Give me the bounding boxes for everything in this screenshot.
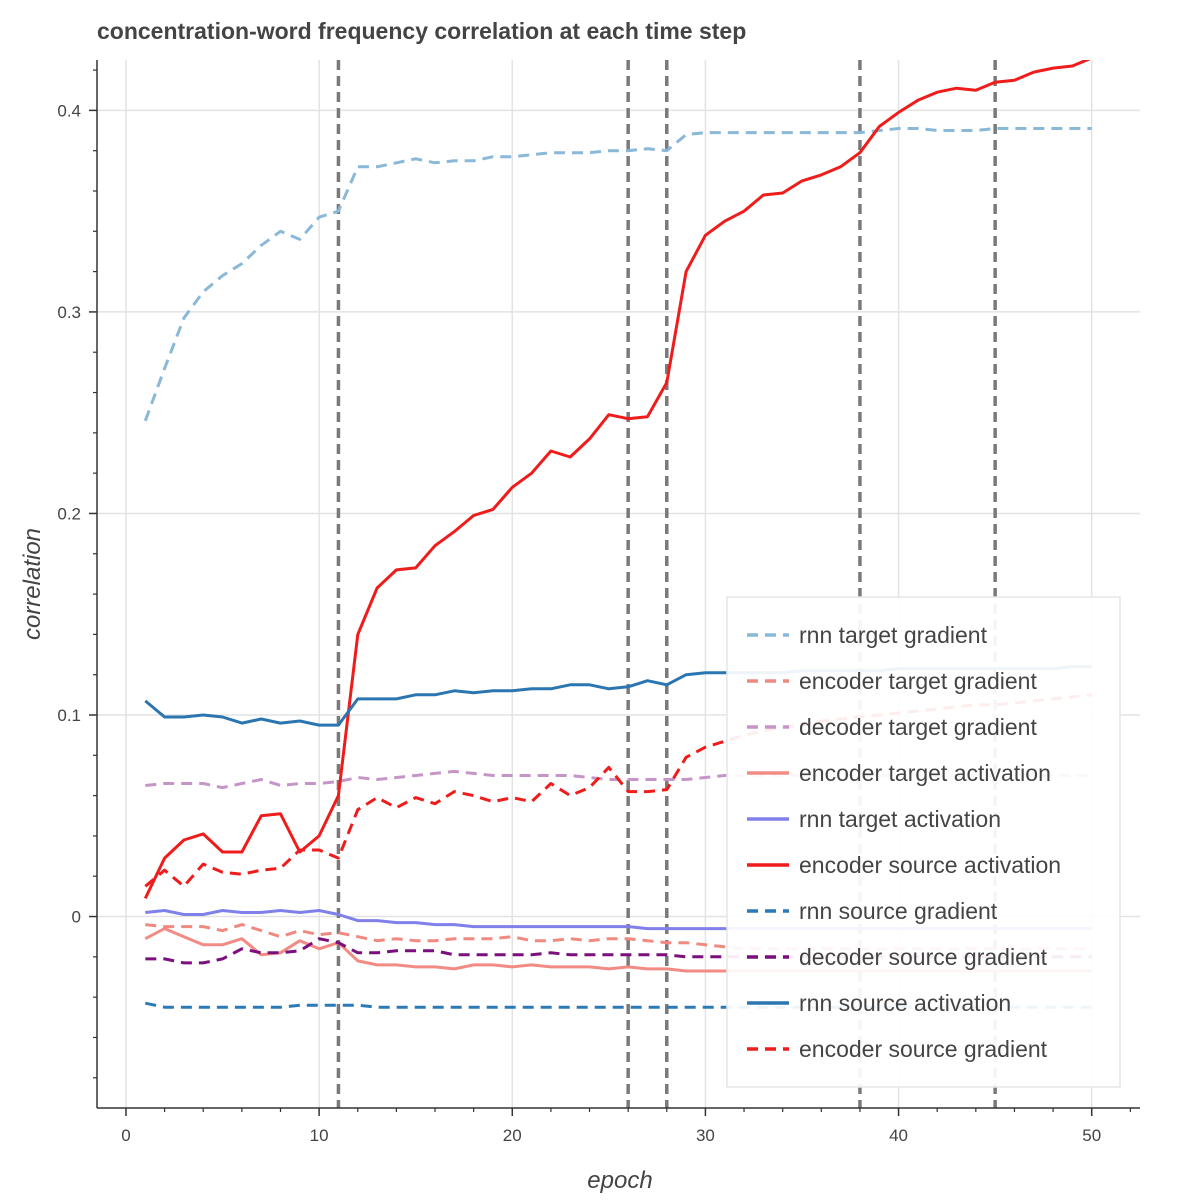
chart-title: concentration-word frequency correlation…: [97, 18, 747, 44]
y-axis-label: correlation: [19, 528, 46, 640]
legend-label: rnn source activation: [799, 990, 1011, 1016]
y-tick-label: 0: [72, 908, 81, 927]
legend-label: rnn source gradient: [799, 898, 998, 924]
x-tick-label: 40: [889, 1126, 908, 1145]
y-tick-label: 0.3: [57, 303, 81, 322]
x-tick-label: 50: [1082, 1126, 1101, 1145]
legend-label: encoder source activation: [799, 852, 1061, 878]
legend-label: decoder source gradient: [799, 944, 1048, 970]
legend-box: [726, 596, 1121, 1088]
grid: [97, 60, 1140, 1108]
x-tick-label: 10: [310, 1126, 329, 1145]
legend-label: rnn target gradient: [799, 622, 988, 648]
legend-label: encoder target activation: [799, 760, 1051, 786]
x-tick-label: 0: [121, 1126, 130, 1145]
legend-label: encoder target gradient: [799, 668, 1037, 694]
x-axis-label: epoch: [587, 1167, 652, 1194]
y-tick-label: 0.2: [57, 504, 81, 523]
series-line: [143, 127, 1092, 422]
legend-label: encoder source gradient: [799, 1036, 1048, 1062]
axes: 0 10 20 30 40 50 0 0.1 0.2 0.3 0.4: [57, 60, 1140, 1145]
legend: rnn target gradient encoder target gradie…: [726, 596, 1121, 1088]
legend-label: rnn target activation: [799, 806, 1001, 832]
y-tick-label: 0.1: [57, 706, 81, 725]
series-line: [144, 1001, 1092, 1009]
y-tick-label: 0.4: [57, 101, 81, 120]
legend-label: decoder target gradient: [799, 714, 1037, 740]
x-tick-label: 20: [503, 1126, 522, 1145]
x-tick-label: 30: [696, 1126, 715, 1145]
